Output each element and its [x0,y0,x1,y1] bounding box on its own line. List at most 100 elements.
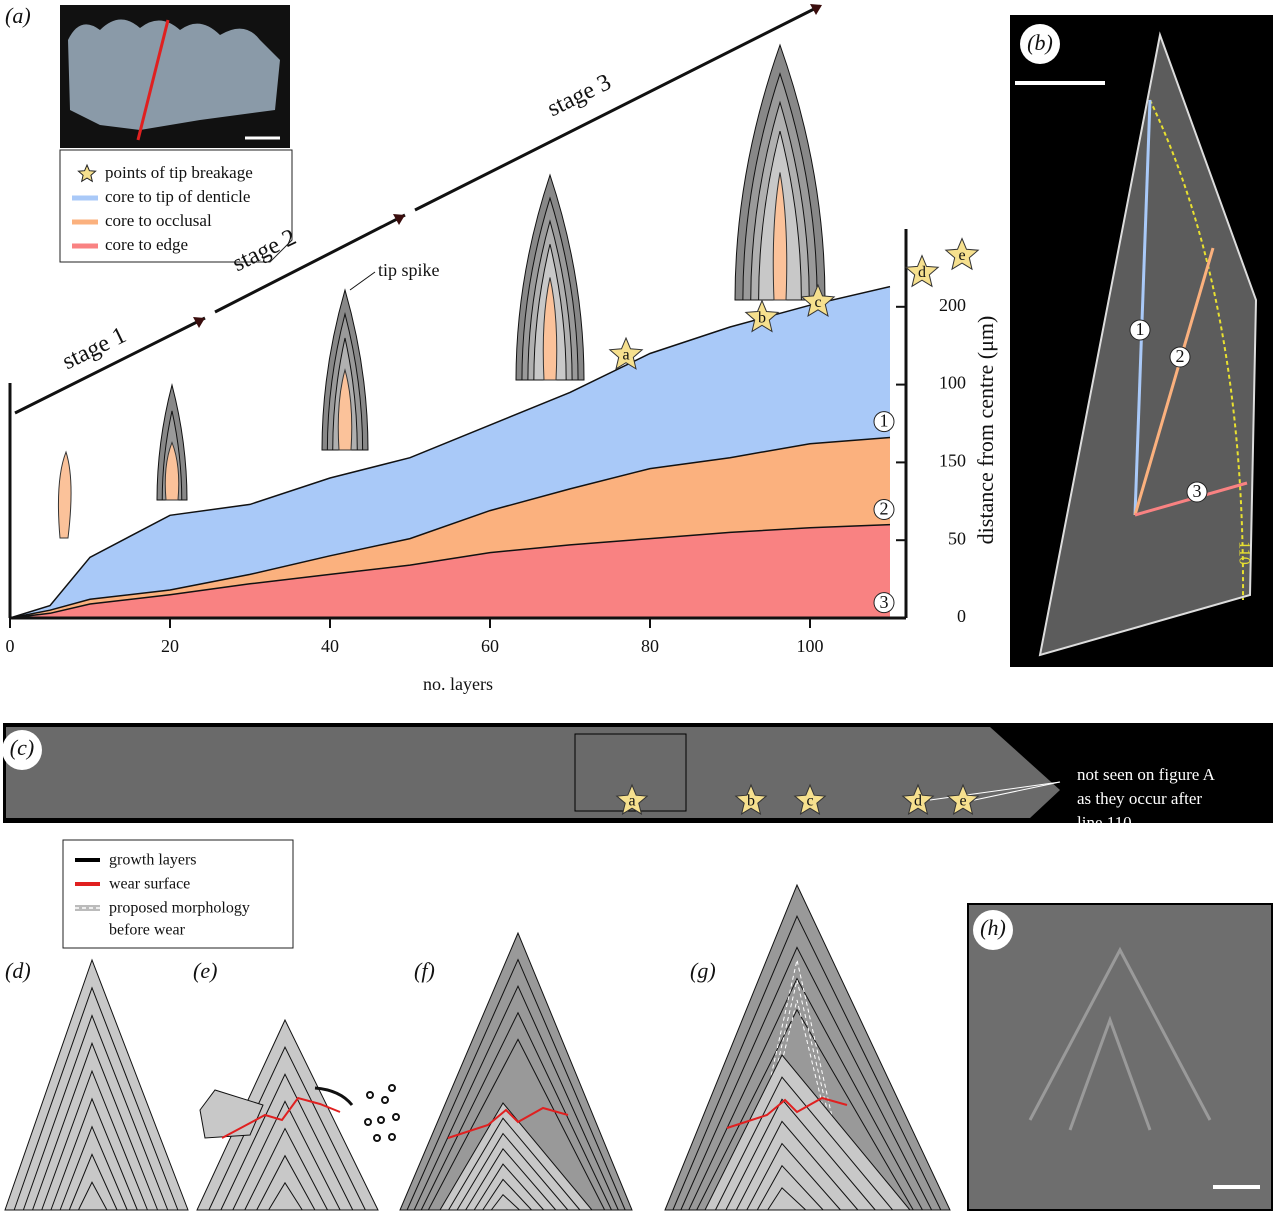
core [542,277,558,381]
panel-label: (e) [193,958,217,983]
breakage-label: b [747,793,755,810]
line-label: 1 [1136,319,1145,339]
breakage-star [608,336,644,370]
arc-label: 110 [1235,541,1252,564]
x-tick-label: 100 [797,636,824,656]
growth-layer [767,1187,807,1211]
debris [388,1084,396,1092]
series-marker [873,411,895,433]
core [57,450,72,539]
growth-layer [244,1127,328,1211]
x-tick-label: 40 [321,636,339,656]
growth-layer [490,1193,520,1211]
growth-layer [448,1117,581,1211]
growth-layer [672,914,942,1211]
label-disc [1020,24,1060,64]
growth-layer [482,1178,532,1211]
line-label: 2 [1176,346,1185,366]
growth-layer [725,1098,876,1211]
series-marker-label: 3 [880,592,889,612]
legend-label: before wear [109,922,186,939]
section [6,727,1060,818]
legend-label: wear surface [109,876,190,893]
annotation: tip spike [378,260,440,280]
line-marker [1129,319,1151,341]
legend-box [59,149,293,263]
line-marker [1169,346,1191,368]
growth-layer [746,1142,841,1211]
breakage-star [946,783,980,815]
breakage-label: a [628,793,635,810]
wear-surface [221,1096,341,1139]
debris [366,1091,374,1099]
panel-label: (h) [980,915,1006,940]
x-axis-label: no. layers [423,674,493,694]
legend-label: core to tip of denticle [105,187,250,206]
core [772,172,788,301]
panel-label: (d) [5,958,31,983]
growth-layer [413,984,619,1211]
growth-layer [41,1069,148,1211]
growth-layer [22,1014,169,1211]
growth-layer [715,1076,894,1211]
panel-label: (b) [1027,30,1053,55]
arrow-head [193,317,205,328]
growth-layer [32,1041,159,1211]
stage-arrow [14,4,821,415]
wear-surface [726,1096,848,1129]
y-tick-label: 50 [948,528,966,548]
debris [392,1113,400,1121]
line-marker [1186,481,1208,503]
y-tick-label: 100 [939,373,966,393]
growth-layer [756,1164,824,1211]
line-label: 3 [1193,481,1202,501]
denticle [439,1102,594,1211]
growth-layer [220,1073,354,1211]
area-line [9,285,891,619]
growth-layer [268,1181,303,1211]
proposed-layer [758,959,836,1131]
debris-arrow [314,1086,354,1106]
y-axis-label: distance from centre (μm) [973,316,998,545]
breakage-label: e [959,793,966,810]
denticle [4,958,189,1211]
x-tick-label: 80 [641,636,659,656]
breakage-star [904,254,940,288]
y-tick-label: 200 [939,295,966,315]
growth-layer [406,958,626,1211]
debris [377,1116,385,1124]
legend-star [77,163,97,183]
breakage-star [793,783,827,815]
breakage-star [944,237,980,271]
y-tick-label: 150 [939,451,966,471]
breakage-star [901,783,935,815]
legend-label: points of tip breakage [105,163,253,182]
growth-layer [78,1181,108,1211]
growth-layer [256,1154,316,1211]
panel-label: (a) [5,3,31,28]
growth-layer [696,1008,914,1211]
pointer [349,271,376,291]
texture [1028,946,1212,1131]
series-marker [873,499,895,521]
section-line [136,19,170,141]
debris [381,1096,389,1104]
series-marker [873,592,895,614]
legend-label: growth layers [109,852,197,869]
area-line [9,436,891,619]
x-tick-label: 20 [161,636,179,656]
core [164,441,180,501]
note: line 110 [1077,813,1132,832]
legend-box [62,839,294,949]
growth-layer [473,1163,545,1211]
stage-label: stage 1 [58,322,130,375]
breakage-label: a [622,347,629,364]
note: as they occur after [1077,789,1202,808]
wear-surface [447,1106,569,1139]
panel-label: (g) [690,958,716,983]
breakage-label: d [918,264,926,281]
legend-label: core to occlusal [105,211,212,230]
growth-layer [456,1132,569,1211]
breakage-label: c [814,294,821,311]
core [337,368,353,451]
